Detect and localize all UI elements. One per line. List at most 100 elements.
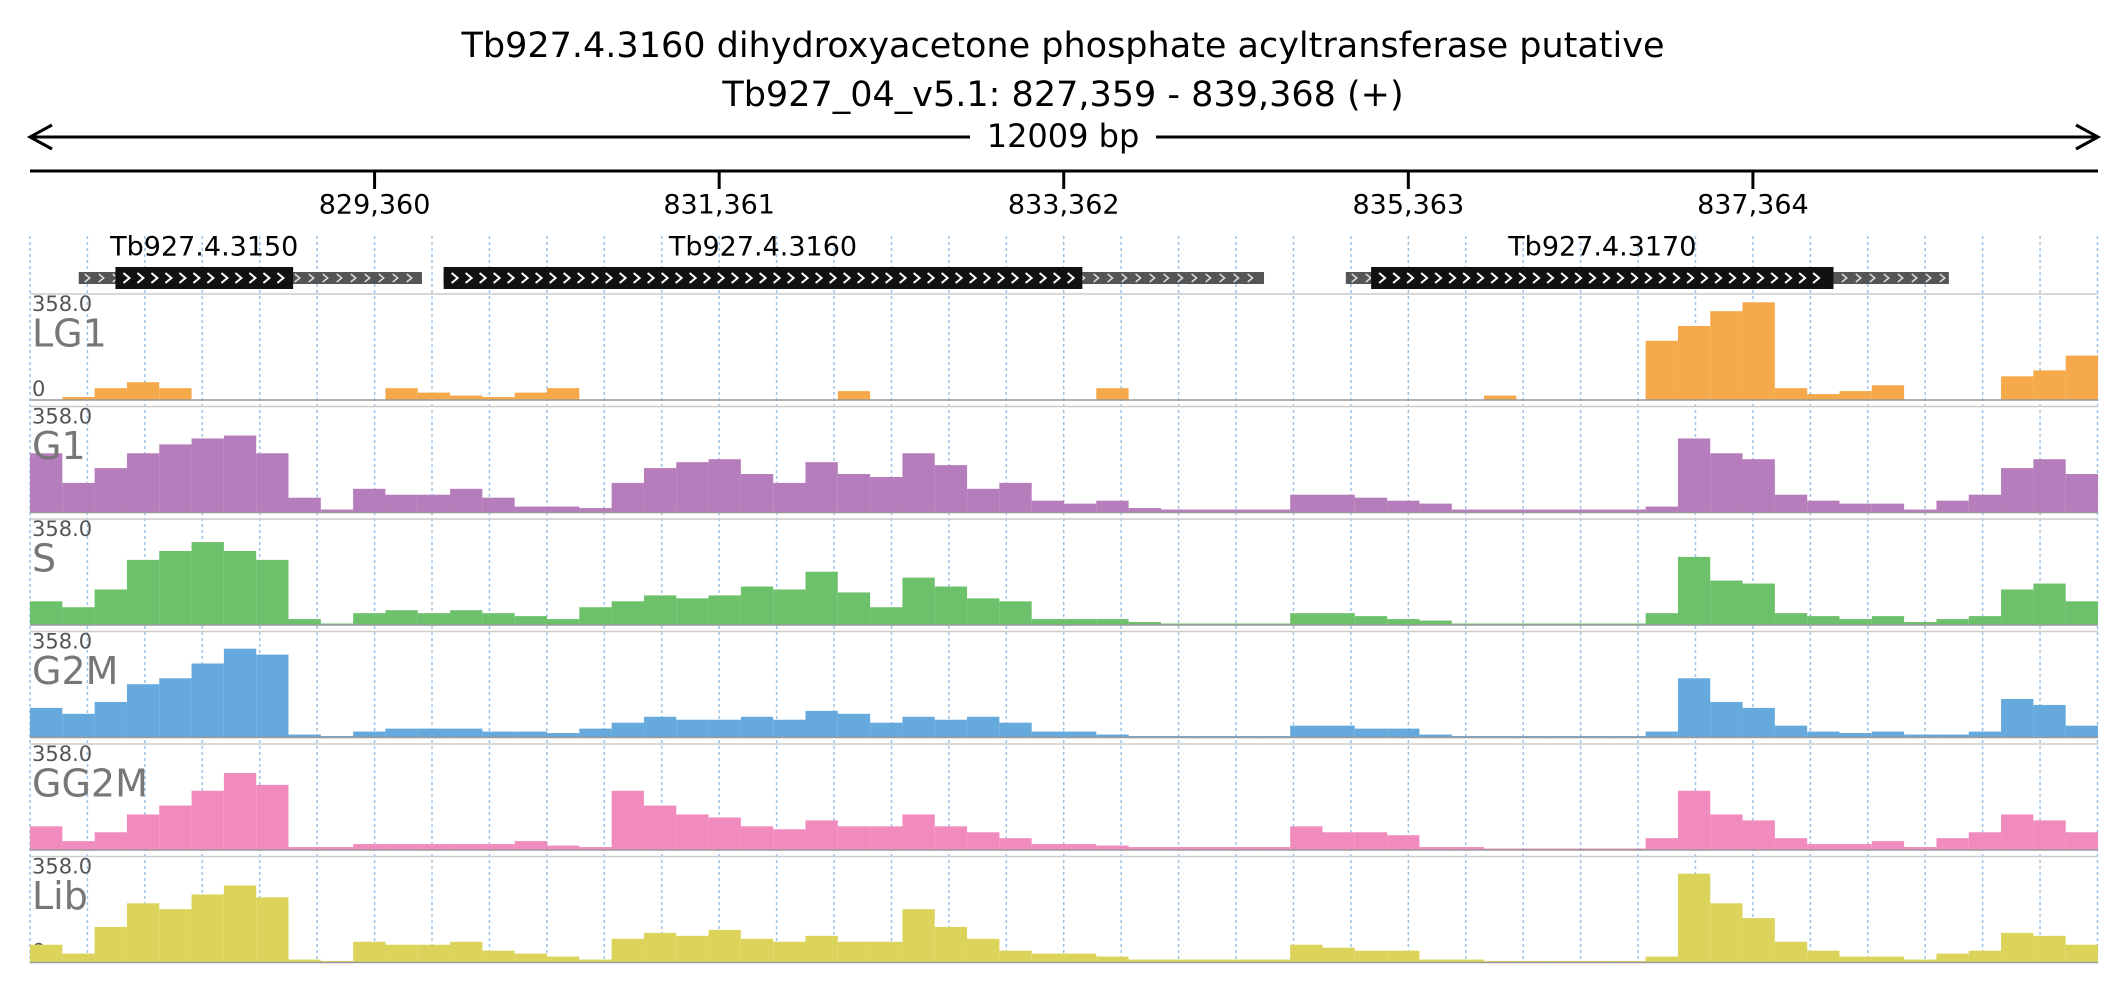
coverage-bar	[773, 829, 806, 850]
coverage-bar	[547, 956, 580, 963]
coverage-bar	[1064, 844, 1097, 850]
coverage-bar	[288, 497, 321, 513]
coverage-bar	[1677, 438, 1711, 513]
coverage-bar	[1839, 503, 1872, 513]
coverage-bar	[1225, 959, 1258, 963]
coverage-bar	[708, 817, 741, 850]
coverage-bar	[1645, 506, 1678, 513]
coverage-bar	[1322, 947, 1355, 963]
coverage-bar	[256, 897, 289, 963]
coverage-bar	[967, 488, 1000, 513]
coverage-bar	[2001, 376, 2034, 400]
coverage-bar	[2033, 935, 2066, 963]
chevron	[506, 272, 516, 284]
x-tick-label: 831,361	[663, 190, 775, 221]
coverage-bar	[1807, 616, 1840, 625]
coverage-bar	[1484, 395, 1517, 400]
coverage-bar	[934, 926, 968, 963]
coverage-bar	[2065, 474, 2098, 513]
coverage-bar	[1871, 385, 1905, 400]
arrow-head	[2075, 123, 2102, 151]
y-tick-label: 358.0	[32, 742, 92, 766]
coverage-bar	[450, 610, 483, 625]
gene-label: Tb927.4.3160	[668, 232, 857, 263]
track-label: LG1	[32, 312, 107, 356]
chevron	[1066, 272, 1076, 284]
coverage-bar	[1354, 728, 1388, 738]
chevron	[308, 273, 315, 283]
coverage-bar	[62, 397, 95, 400]
coverage-bar	[1451, 847, 1485, 850]
chevron	[220, 272, 229, 284]
coverage-bar	[1096, 619, 1129, 625]
coverage-bar	[126, 903, 160, 963]
coverage-bar	[902, 909, 935, 963]
coverage-bar	[2033, 370, 2066, 400]
chevron	[1406, 272, 1415, 284]
gene-cds	[443, 267, 1083, 289]
coverage-bar	[1257, 959, 1291, 963]
coverage-bar	[1419, 734, 1452, 738]
coverage-bar	[611, 938, 644, 963]
coverage-bar	[1839, 391, 1872, 400]
coverage-bar	[1774, 725, 1808, 738]
chevron	[730, 272, 740, 284]
coverage-bar	[837, 826, 871, 850]
coverage-bar	[288, 959, 321, 963]
coverage-bar	[1839, 956, 1872, 963]
x-tick-label: 837,364	[1697, 190, 1809, 221]
coverage-bar	[1710, 580, 1743, 625]
coverage-bar	[837, 474, 871, 513]
coverage-bar	[579, 959, 612, 963]
coverage-bar	[547, 388, 580, 400]
coverage-bar	[740, 938, 774, 963]
coverage-bar	[611, 722, 644, 738]
chevron	[968, 272, 978, 284]
coverage-bar	[1387, 619, 1420, 625]
coverage-bar	[1419, 959, 1452, 963]
coverage-bar	[288, 734, 321, 738]
coverage-bar	[30, 601, 63, 625]
chevron	[1107, 273, 1114, 283]
coverage-bar	[902, 716, 935, 738]
coverage-bar	[514, 841, 547, 850]
coverage-bar	[62, 713, 95, 738]
chevron	[294, 273, 301, 283]
coverage-bar	[62, 953, 95, 963]
coverage-bar	[256, 784, 289, 850]
coverage-bar	[1225, 847, 1258, 850]
chevron	[590, 272, 600, 284]
coverage-bar	[223, 648, 257, 738]
coverage-bar	[1936, 838, 1969, 850]
chevron	[1588, 272, 1597, 284]
chevron	[618, 272, 628, 284]
chevron	[870, 272, 880, 284]
coverage-bar	[191, 438, 224, 513]
span-label: 12009 bp	[987, 117, 1140, 155]
chevron	[1052, 272, 1062, 284]
coverage-bar	[1160, 959, 1194, 963]
coverage-bar	[191, 663, 224, 738]
chevron	[1135, 273, 1142, 283]
coverage-bar	[643, 595, 677, 625]
coverage-bar	[514, 506, 547, 513]
coverage-bar	[1064, 731, 1097, 738]
coverage-bar	[1290, 494, 1323, 513]
coverage-bar	[256, 654, 289, 738]
coverage-bar	[676, 719, 709, 738]
coverage-bar	[1774, 613, 1808, 625]
coverage-bar	[579, 847, 612, 850]
coverage-bar	[773, 589, 806, 625]
coverage-bar	[223, 435, 257, 513]
coverage-bar	[1677, 556, 1711, 625]
coverage-bar	[740, 826, 774, 850]
coverage-bar	[482, 397, 515, 400]
chevron	[248, 272, 257, 284]
chevron	[856, 272, 866, 284]
chevron	[534, 272, 544, 284]
coverage-bar	[1064, 503, 1097, 513]
coverage-bar	[1968, 616, 2002, 625]
coverage-bar	[417, 844, 451, 850]
chevron	[786, 272, 796, 284]
